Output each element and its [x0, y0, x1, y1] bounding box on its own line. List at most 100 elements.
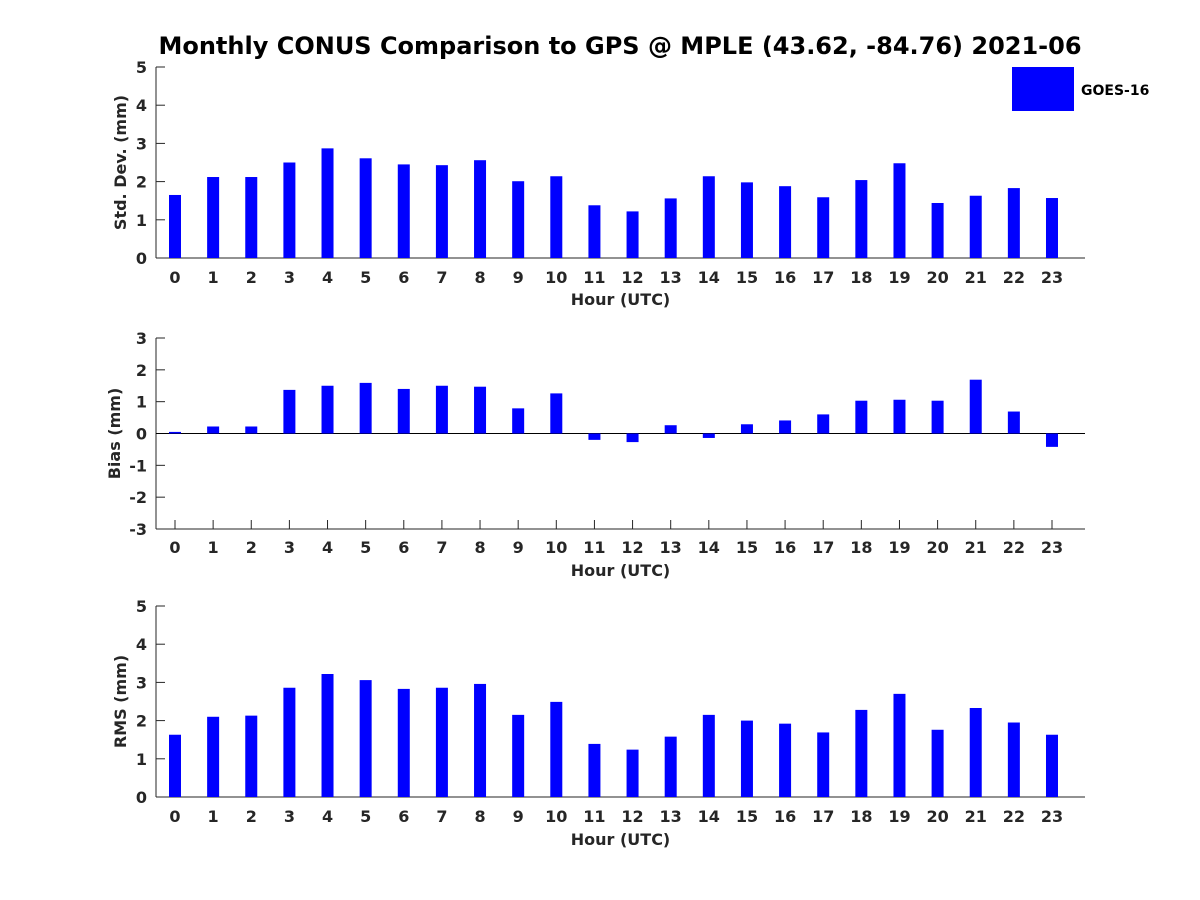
x-tick-label: 8 — [474, 807, 485, 826]
x-tick-label: 2 — [246, 538, 257, 557]
x-tick-label: 18 — [850, 538, 872, 557]
bar-hour-3 — [283, 389, 296, 434]
y-tick-label: 3 — [136, 329, 147, 348]
x-tick-label: 10 — [545, 538, 567, 557]
x-tick-label: 1 — [208, 807, 219, 826]
x-tick-label: 3 — [284, 268, 295, 287]
x-tick-label: 15 — [736, 807, 758, 826]
y-tick-label: 0 — [136, 249, 147, 268]
bar-hour-4 — [321, 673, 334, 797]
x-tick-label: 22 — [1003, 807, 1025, 826]
bar-hour-23 — [1045, 734, 1058, 797]
bar-hour-17 — [817, 732, 830, 797]
bar-hour-0 — [169, 431, 181, 434]
y-tick-label: 3 — [136, 673, 147, 692]
bar-hour-17 — [817, 197, 830, 258]
x-tick-label: 17 — [812, 807, 834, 826]
bar-hour-16 — [779, 723, 792, 797]
bar-hour-8 — [474, 386, 487, 434]
bar-hour-2 — [245, 715, 258, 797]
x-tick-label: 13 — [660, 538, 682, 557]
bar-hour-5 — [359, 158, 372, 258]
x-tick-label: 0 — [169, 807, 180, 826]
bar-hour-22 — [1007, 188, 1020, 258]
bar-hour-15 — [740, 424, 753, 434]
x-tick-label: 16 — [774, 268, 796, 287]
y-tick-label: 1 — [136, 750, 147, 769]
x-tick-label: 17 — [812, 268, 834, 287]
x-tick-label: 8 — [474, 538, 485, 557]
x-tick-label: 11 — [583, 268, 605, 287]
x-tick-label: 21 — [965, 538, 987, 557]
x-tick-label: 23 — [1041, 807, 1063, 826]
x-tick-label: 5 — [360, 538, 371, 557]
legend: GOES-16 — [1012, 67, 1149, 111]
x-tick-label: 11 — [583, 807, 605, 826]
x-tick-label: 9 — [513, 268, 524, 287]
bar-hour-6 — [397, 164, 410, 258]
bar-hour-18 — [855, 709, 868, 797]
bar-hour-13 — [664, 425, 677, 434]
bar-hour-2 — [245, 177, 258, 258]
bar-hour-19 — [893, 399, 906, 434]
y-tick-label: 5 — [136, 597, 147, 616]
x-tick-label: 9 — [513, 538, 524, 557]
y-tick-label: 2 — [136, 361, 147, 380]
x-tick-label: 22 — [1003, 268, 1025, 287]
x-tick-label: 3 — [284, 538, 295, 557]
legend-label: GOES-16 — [1081, 83, 1149, 99]
bar-hour-1 — [207, 716, 220, 797]
bar-hour-16 — [779, 420, 792, 434]
bar-hour-12 — [626, 211, 639, 258]
bar-hour-19 — [893, 693, 906, 797]
y-axis-label: Std. Dev. (mm) — [111, 95, 130, 230]
bar-hour-18 — [855, 400, 868, 434]
x-tick-label: 19 — [888, 538, 910, 557]
y-tick-label: 0 — [136, 788, 147, 807]
bar-hour-7 — [435, 687, 448, 797]
bar-hour-1 — [207, 177, 220, 258]
y-tick-label: -1 — [129, 456, 147, 475]
x-tick-label: 15 — [736, 538, 758, 557]
y-tick-label: 2 — [136, 173, 147, 192]
x-tick-label: 14 — [698, 268, 720, 287]
x-tick-label: 7 — [436, 268, 447, 287]
bar-hour-9 — [512, 714, 525, 797]
x-tick-label: 20 — [926, 268, 948, 287]
x-tick-label: 16 — [774, 807, 796, 826]
bar-hour-7 — [435, 165, 448, 258]
x-axis-label: Hour (UTC) — [571, 830, 671, 849]
bar-hour-9 — [512, 181, 525, 258]
y-tick-label: -3 — [129, 520, 147, 539]
x-tick-label: 6 — [398, 538, 409, 557]
bar-hour-8 — [474, 683, 487, 797]
bar-hour-20 — [931, 202, 944, 258]
y-tick-label: 1 — [136, 211, 147, 230]
y-tick-label: 5 — [136, 58, 147, 77]
x-tick-label: 6 — [398, 268, 409, 287]
bar-hour-21 — [969, 379, 982, 434]
bar-hour-10 — [550, 393, 563, 434]
x-axis-label: Hour (UTC) — [571, 561, 671, 580]
bar-hour-16 — [779, 186, 792, 258]
y-tick-label: 4 — [136, 96, 147, 115]
x-tick-label: 3 — [284, 807, 295, 826]
bar-hour-23 — [1045, 433, 1058, 447]
x-tick-label: 23 — [1041, 538, 1063, 557]
bar-hour-8 — [474, 160, 487, 258]
bar-hour-11 — [588, 205, 601, 258]
bar-hour-11 — [588, 743, 601, 797]
bar-hour-21 — [969, 707, 982, 797]
x-tick-label: 21 — [965, 807, 987, 826]
x-tick-label: 11 — [583, 538, 605, 557]
bar-hour-7 — [435, 385, 448, 434]
x-tick-label: 14 — [698, 538, 720, 557]
chart-title: Monthly CONUS Comparison to GPS @ MPLE (… — [158, 32, 1081, 60]
x-tick-label: 8 — [474, 268, 485, 287]
bar-hour-0 — [169, 734, 181, 797]
x-tick-label: 18 — [850, 268, 872, 287]
bar-hour-13 — [664, 736, 677, 797]
x-tick-label: 4 — [322, 268, 333, 287]
